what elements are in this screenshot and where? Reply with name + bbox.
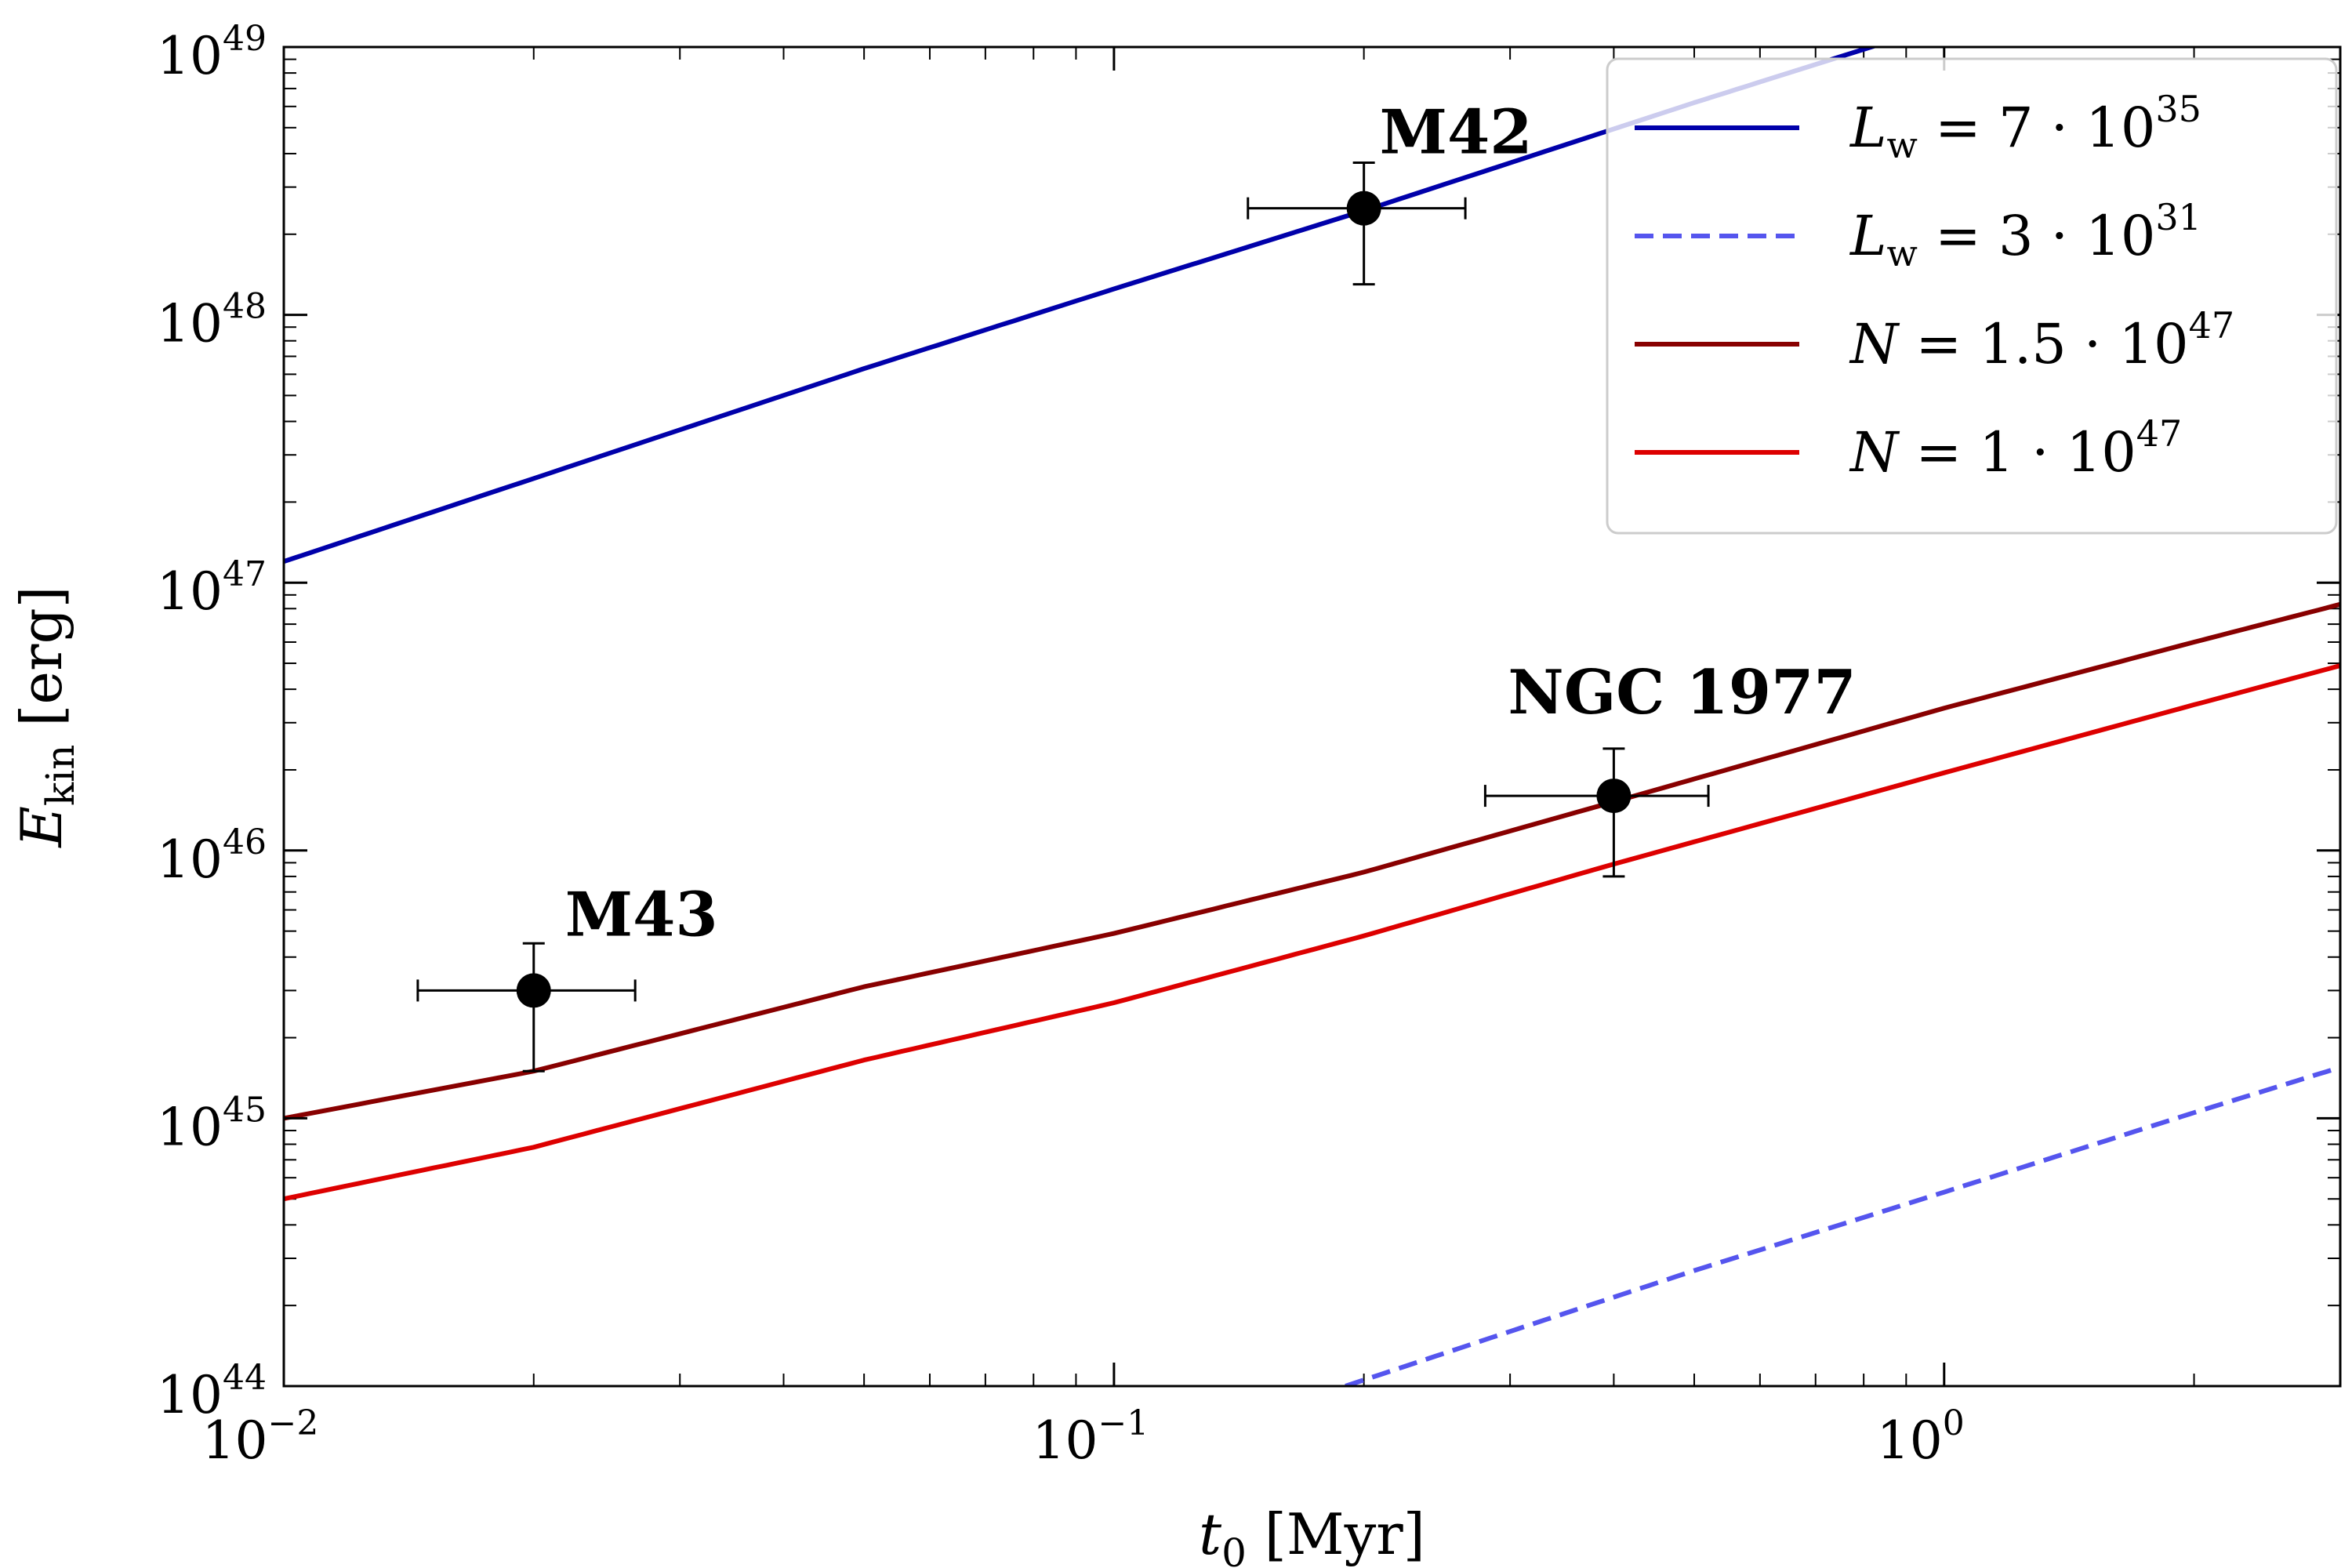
x-tick-label: 100 [1877, 1403, 1965, 1471]
data-point-marker [1346, 191, 1381, 226]
axis-titles: t0 [Myr] Ekin [erg] [9, 586, 1425, 1568]
legend-label-3: N = 1 · 1047 [1849, 412, 2182, 485]
data-point-m42: M42 [1247, 97, 1533, 286]
y-tick-label: 1045 [157, 1090, 267, 1157]
plot-frame [282, 45, 2342, 1388]
tick-labels: 10−2 10−1 100 1044 1045 1046 1047 1048 1049 [157, 19, 1965, 1471]
y-tick-label: 1046 [157, 822, 267, 890]
legend-label-2: N = 1.5 · 1047 [1849, 304, 2234, 376]
series-line-1 [1345, 1065, 2340, 1386]
legend-box [1606, 57, 2338, 535]
y-tick-label: 1049 [157, 19, 267, 86]
legend: Lw = 7 · 1035 Lw = 3 · 1031 N = 1.5 · 1047… [1606, 57, 2338, 535]
data-points-layer: M42 NGC 1977 M43 [416, 97, 1857, 1073]
series-line-2 [284, 601, 2340, 1121]
data-point-ngc-1977: NGC 1977 [1483, 657, 1857, 878]
series-line-3 [284, 663, 2340, 1202]
data-point-marker [516, 973, 551, 1008]
y-tick-label: 1047 [157, 554, 267, 622]
data-point-label: M43 [565, 879, 718, 950]
data-point-label: NGC 1977 [1508, 657, 1856, 728]
y-tick-label: 1048 [157, 287, 267, 354]
x-tick-label: 10−1 [1032, 1403, 1149, 1471]
x-axis-title: t0 [Myr] [1199, 1501, 1425, 1568]
minor-ticks [284, 47, 2341, 1386]
y-tick-label: 1044 [157, 1358, 267, 1425]
legend-label-0: Lw = 7 · 1035 [1849, 88, 2201, 166]
data-point-marker [1596, 779, 1632, 814]
data-point-label: M42 [1380, 97, 1533, 169]
x-tick-label: 10−2 [202, 1403, 319, 1471]
data-point-m43: M43 [416, 879, 718, 1073]
legend-label-1: Lw = 3 · 1031 [1849, 196, 2201, 274]
y-axis-title: Ekin [erg] [9, 586, 83, 848]
